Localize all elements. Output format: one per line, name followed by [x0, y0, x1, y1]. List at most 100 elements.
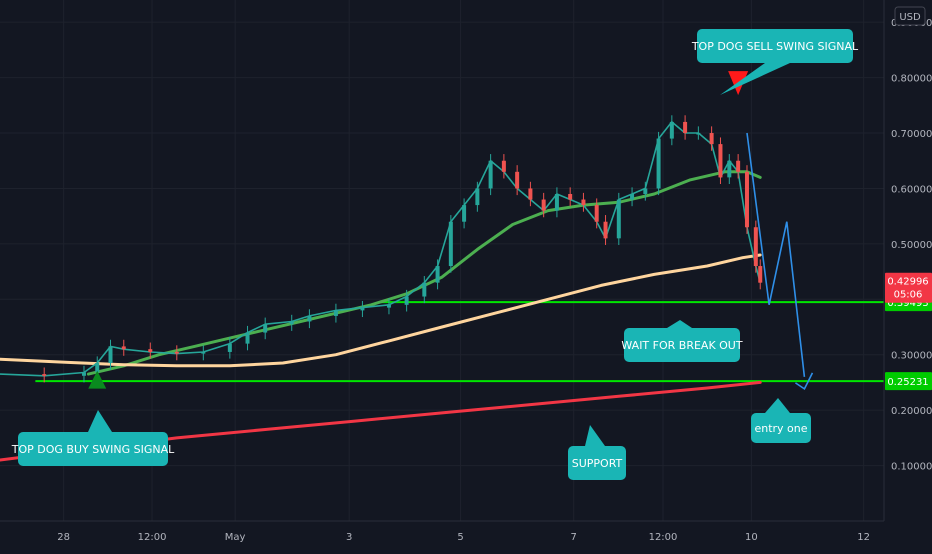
y-tick-label: 0.30000: [891, 351, 932, 362]
callout-layer: TOP DOG SELL SWING SIGNAL WAIT FOR BREAK …: [11, 29, 859, 480]
ma-green: [86, 170, 762, 376]
x-tick-label: 3: [346, 532, 352, 543]
sell-signal-callout-pointer: [720, 63, 790, 95]
y-tick-label: 0.60000: [891, 184, 932, 195]
currency-label: USD: [899, 12, 921, 23]
sell-signal-callout-box: [697, 29, 853, 63]
candle-body: [475, 188, 480, 206]
candle-body: [696, 133, 701, 135]
buy-signal-callout: TOP DOG BUY SWING SIGNAL: [11, 410, 175, 466]
breakout-callout-pointer: [667, 320, 692, 328]
currency-badge: [894, 6, 926, 26]
current-price-countdown: 05:06: [894, 290, 923, 301]
candle-body: [568, 193, 573, 200]
entry-callout-text: entry one: [754, 422, 807, 435]
candle-body: [404, 296, 409, 305]
candle-body: [515, 171, 520, 189]
x-tick-label: 10: [745, 532, 758, 543]
y-tick-label: 0.70000: [891, 129, 932, 140]
candle-body: [727, 160, 732, 178]
candle-body: [174, 351, 179, 354]
candle-body: [554, 193, 559, 211]
candle-body: [435, 266, 440, 283]
x-tick-label: 28: [57, 532, 70, 543]
support-callout-pointer: [585, 425, 605, 446]
candle-body: [528, 188, 533, 200]
buy-signal-callout-box: [18, 432, 168, 466]
candle-body: [386, 304, 391, 308]
candle-body: [227, 343, 232, 352]
candle-body: [541, 199, 546, 211]
sell-signal-callout: TOP DOG SELL SWING SIGNAL: [691, 29, 859, 95]
candle-body: [307, 315, 312, 322]
sell-signal-callout-text: TOP DOG SELL SWING SIGNAL: [691, 40, 859, 53]
candle-body: [263, 324, 268, 333]
candle-body: [594, 205, 599, 222]
price-layer: [0, 115, 763, 383]
candle-body: [581, 199, 586, 206]
candle-body: [448, 221, 453, 267]
breakout-callout: WAIT FOR BREAK OUT: [621, 320, 743, 362]
buy-signal-callout-pointer: [88, 410, 112, 432]
candle-body: [108, 346, 113, 364]
candle-body: [333, 310, 338, 316]
candle-body: [289, 321, 294, 325]
projection-arrowhead: [794, 372, 814, 391]
x-tick-label: 7: [571, 532, 577, 543]
time-scale-panel: [0, 521, 932, 550]
buy-signal-callout-text: TOP DOG BUY SWING SIGNAL: [11, 443, 175, 456]
support-callout-text: SUPPORT: [572, 457, 623, 470]
current-price-tag: [885, 272, 932, 303]
breakout-callout-text: WAIT FOR BREAK OUT: [621, 339, 742, 352]
candle-body: [81, 372, 86, 376]
x-tick-label: May: [225, 532, 246, 543]
candle-body: [462, 205, 467, 222]
support-level-tag: [885, 372, 932, 391]
candle-body: [488, 160, 493, 189]
y-tick-label: 0.10000: [891, 462, 932, 473]
candle-body: [669, 121, 674, 139]
candle-body: [753, 227, 758, 267]
candle-body: [709, 133, 714, 145]
current-price-label: 0.42996: [887, 277, 928, 288]
candle-body: [683, 121, 688, 134]
y-tick-label: 0.50000: [891, 240, 932, 251]
candle-body: [201, 351, 206, 354]
candle-body: [630, 193, 635, 200]
x-tick-label: 12: [857, 532, 870, 543]
x-tick-label: 12:00: [649, 532, 678, 543]
candle-body: [718, 144, 723, 178]
x-tick-label: 5: [457, 532, 463, 543]
projection-path: [746, 132, 806, 377]
support-callout: SUPPORT: [568, 425, 626, 480]
candle-body: [95, 363, 100, 373]
entry-callout-pointer: [765, 398, 790, 413]
candle-body: [656, 138, 661, 189]
projection-layer: [746, 132, 814, 391]
breakout-callout-box: [624, 328, 740, 362]
candle-body: [501, 160, 506, 172]
breakout-level-tag-label: 0.39493: [887, 298, 928, 309]
buy-signal: [88, 370, 107, 389]
support-level-tag-label: 0.25231: [887, 377, 928, 388]
y-tick-label: 0.80000: [891, 74, 932, 85]
candle-body: [744, 171, 749, 228]
candle-body: [758, 266, 763, 283]
candle-body: [643, 188, 648, 194]
candle-body: [736, 160, 741, 172]
candle-body: [121, 346, 126, 350]
candle-body: [360, 307, 365, 311]
candle-body: [148, 349, 153, 352]
level-layer: [35, 301, 884, 383]
candle-body: [603, 221, 608, 239]
candle-body: [245, 332, 250, 344]
y-tick-label: 0.20000: [891, 406, 932, 417]
entry-callout: entry one: [751, 398, 811, 443]
entry-callout-box: [751, 413, 811, 443]
candle-body: [42, 374, 47, 376]
support-callout-box: [568, 446, 626, 480]
candle-body: [616, 199, 621, 239]
